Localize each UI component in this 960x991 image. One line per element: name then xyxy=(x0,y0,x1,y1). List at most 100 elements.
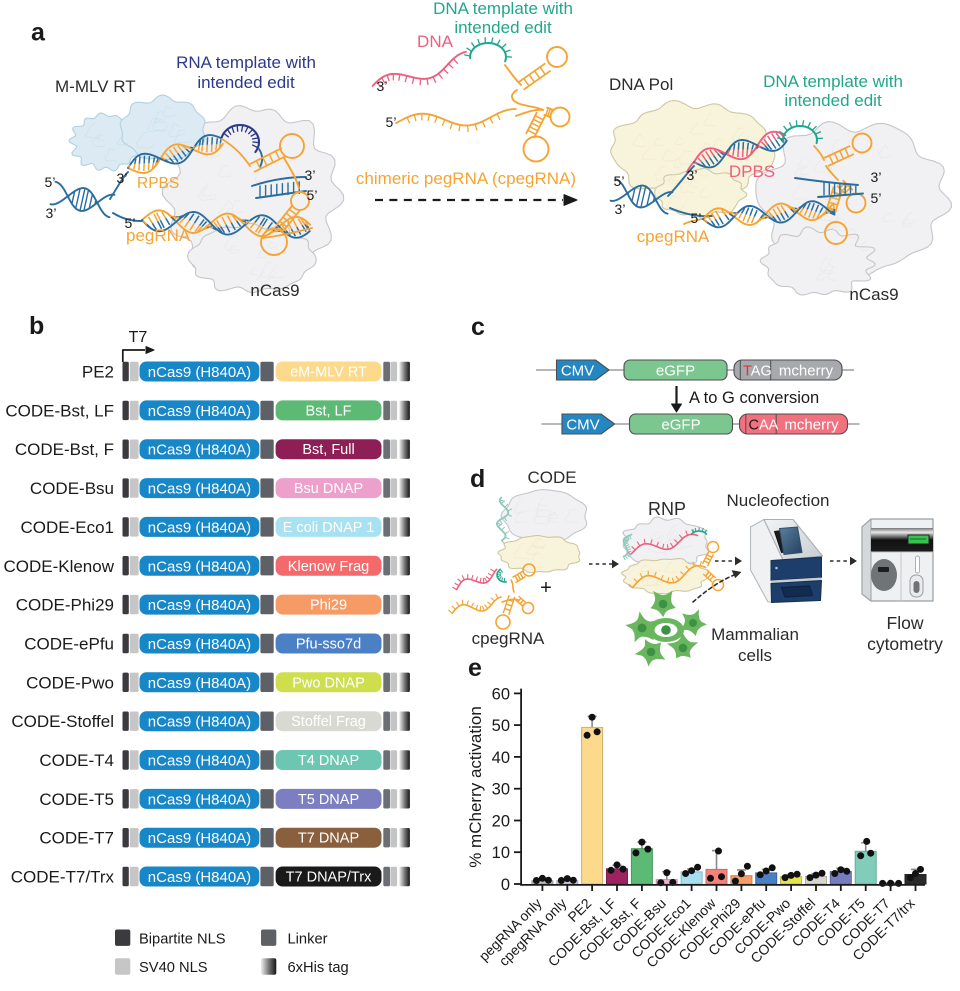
svg-text:3’: 3’ xyxy=(377,78,388,94)
svg-text:5’: 5’ xyxy=(691,210,702,226)
svg-text:Bipartite NLS: Bipartite NLS xyxy=(139,932,226,948)
svg-text:CODE-T5: CODE-T5 xyxy=(39,790,114,809)
svg-text:b: b xyxy=(29,312,44,340)
svg-text:nCas9 (H840A): nCas9 (H840A) xyxy=(148,403,251,420)
svg-text:eM-MLV RT: eM-MLV RT xyxy=(290,365,367,381)
svg-text:nCas9 (H840A): nCas9 (H840A) xyxy=(148,364,251,381)
svg-text:CODE-Eco1: CODE-Eco1 xyxy=(20,518,114,537)
svg-text:nCas9 (H840A): nCas9 (H840A) xyxy=(148,753,251,770)
svg-text:Klenow Frag: Klenow Frag xyxy=(288,559,369,575)
svg-text:3’: 3’ xyxy=(687,167,698,183)
svg-text:10: 10 xyxy=(492,844,510,862)
svg-text:intended edit: intended edit xyxy=(454,18,552,37)
svg-text:E coli DNAP 1: E coli DNAP 1 xyxy=(283,520,375,536)
svg-text:RPBS: RPBS xyxy=(137,175,179,192)
svg-text:pegRNA: pegRNA xyxy=(126,226,191,245)
svg-text:RNA template with: RNA template with xyxy=(176,53,316,72)
svg-text:Bst, Full: Bst, Full xyxy=(302,442,354,458)
svg-text:40: 40 xyxy=(492,749,510,767)
svg-text:3’: 3’ xyxy=(46,205,57,221)
svg-text:SV40 NLS: SV40 NLS xyxy=(139,960,208,976)
svg-text:Bsu DNAP: Bsu DNAP xyxy=(294,481,363,497)
svg-text:T7 DNAP/Trx: T7 DNAP/Trx xyxy=(286,870,372,886)
svg-text:50: 50 xyxy=(492,717,510,735)
svg-text:Phi29: Phi29 xyxy=(310,598,347,614)
svg-text:CMV: CMV xyxy=(561,363,594,380)
svg-text:30: 30 xyxy=(492,781,510,799)
svg-text:CODE-Pwo: CODE-Pwo xyxy=(26,673,114,692)
svg-text:CODE-Stoffel: CODE-Stoffel xyxy=(11,712,114,731)
svg-text:A to G conversion: A to G conversion xyxy=(689,389,819,407)
svg-text:a: a xyxy=(31,19,46,47)
svg-text:CODE-Bst, LF: CODE-Bst, LF xyxy=(5,401,114,420)
svg-text:5’: 5’ xyxy=(871,190,882,206)
svg-text:CODE-T7: CODE-T7 xyxy=(39,829,114,848)
svg-text:intended edit: intended edit xyxy=(784,91,882,110)
svg-text:CODE-T7/Trx: CODE-T7/Trx xyxy=(11,868,115,887)
svg-text:c: c xyxy=(471,313,485,341)
svg-text:nCas9 (H840A): nCas9 (H840A) xyxy=(148,519,251,536)
svg-text:CODE-Klenow: CODE-Klenow xyxy=(3,557,114,576)
svg-text:DNA template with: DNA template with xyxy=(763,72,903,91)
svg-text:5’: 5’ xyxy=(614,173,625,189)
svg-text:CODE-ePfu: CODE-ePfu xyxy=(24,634,114,653)
svg-text:5’: 5’ xyxy=(45,174,56,190)
svg-text:% mCherry activation: % mCherry activation xyxy=(466,706,485,868)
svg-text:20: 20 xyxy=(492,812,510,830)
svg-text:3’: 3’ xyxy=(871,169,882,185)
svg-text:DNA template with: DNA template with xyxy=(433,0,573,18)
svg-text:nCas9 (H840A): nCas9 (H840A) xyxy=(148,481,251,498)
svg-text:T7 DNAP: T7 DNAP xyxy=(298,831,359,847)
svg-text:cells: cells xyxy=(738,646,772,665)
svg-text:nCas9 (H840A): nCas9 (H840A) xyxy=(148,675,251,692)
svg-text:3’: 3’ xyxy=(305,167,316,183)
svg-text:CAA: CAA xyxy=(749,418,779,434)
svg-text:CODE-Bst, F: CODE-Bst, F xyxy=(15,440,114,459)
svg-text:T4 DNAP: T4 DNAP xyxy=(298,753,359,769)
svg-text:Mammalian: Mammalian xyxy=(711,625,799,644)
svg-text:nCas9 (H840A): nCas9 (H840A) xyxy=(148,791,251,808)
svg-text:5’: 5’ xyxy=(307,187,318,203)
svg-text:Nucleofection: Nucleofection xyxy=(726,491,829,510)
svg-text:M-MLV RT: M-MLV RT xyxy=(55,77,136,96)
svg-text:DNA: DNA xyxy=(417,32,454,51)
svg-text:nCas9 (H840A): nCas9 (H840A) xyxy=(148,442,251,459)
svg-text:T7: T7 xyxy=(129,329,148,346)
svg-text:eGFP: eGFP xyxy=(661,417,700,434)
svg-text:DPBS: DPBS xyxy=(729,162,775,181)
svg-text:RNP: RNP xyxy=(648,499,686,519)
svg-text:DNA Pol: DNA Pol xyxy=(609,75,673,94)
svg-text:PE2: PE2 xyxy=(82,363,114,382)
svg-text:Bst, LF: Bst, LF xyxy=(306,403,352,419)
svg-text:Pfu-sso7d: Pfu-sso7d xyxy=(296,636,361,652)
svg-text:TAG: TAG xyxy=(743,364,772,380)
svg-text:0: 0 xyxy=(501,876,510,894)
svg-text:60: 60 xyxy=(492,685,510,703)
svg-text:nCas9 (H840A): nCas9 (H840A) xyxy=(148,714,251,731)
svg-text:nCas9 (H840A): nCas9 (H840A) xyxy=(148,830,251,847)
svg-text:intended edit: intended edit xyxy=(197,73,295,92)
svg-text:5’: 5’ xyxy=(386,114,397,130)
svg-text:CODE: CODE xyxy=(527,468,576,487)
svg-text:cpegRNA: cpegRNA xyxy=(472,629,545,648)
svg-text:Linker: Linker xyxy=(288,932,328,948)
svg-text:Stoffel Frag: Stoffel Frag xyxy=(291,714,366,730)
svg-text:3’: 3’ xyxy=(615,201,626,217)
svg-text:T5 DNAP: T5 DNAP xyxy=(298,792,359,808)
svg-text:nCas9 (H840A): nCas9 (H840A) xyxy=(148,869,251,886)
svg-text:d: d xyxy=(470,465,485,493)
svg-text:5’: 5’ xyxy=(125,215,136,231)
svg-text:+: + xyxy=(540,577,552,599)
svg-text:mcherry: mcherry xyxy=(784,417,839,434)
svg-text:Pwo DNAP: Pwo DNAP xyxy=(292,675,365,691)
svg-text:nCas9 (H840A): nCas9 (H840A) xyxy=(148,636,251,653)
svg-text:e: e xyxy=(468,654,482,682)
svg-text:CODE-T4: CODE-T4 xyxy=(39,751,114,770)
svg-text:cytometry: cytometry xyxy=(867,634,943,654)
svg-text:CODE-Phi29: CODE-Phi29 xyxy=(16,596,114,615)
svg-text:chimeric pegRNA (cpegRNA): chimeric pegRNA (cpegRNA) xyxy=(356,169,576,188)
svg-text:eGFP: eGFP xyxy=(656,363,695,380)
svg-text:CODE-Bsu: CODE-Bsu xyxy=(30,479,114,498)
svg-text:nCas9 (H840A): nCas9 (H840A) xyxy=(148,558,251,575)
svg-text:3’: 3’ xyxy=(117,170,128,186)
